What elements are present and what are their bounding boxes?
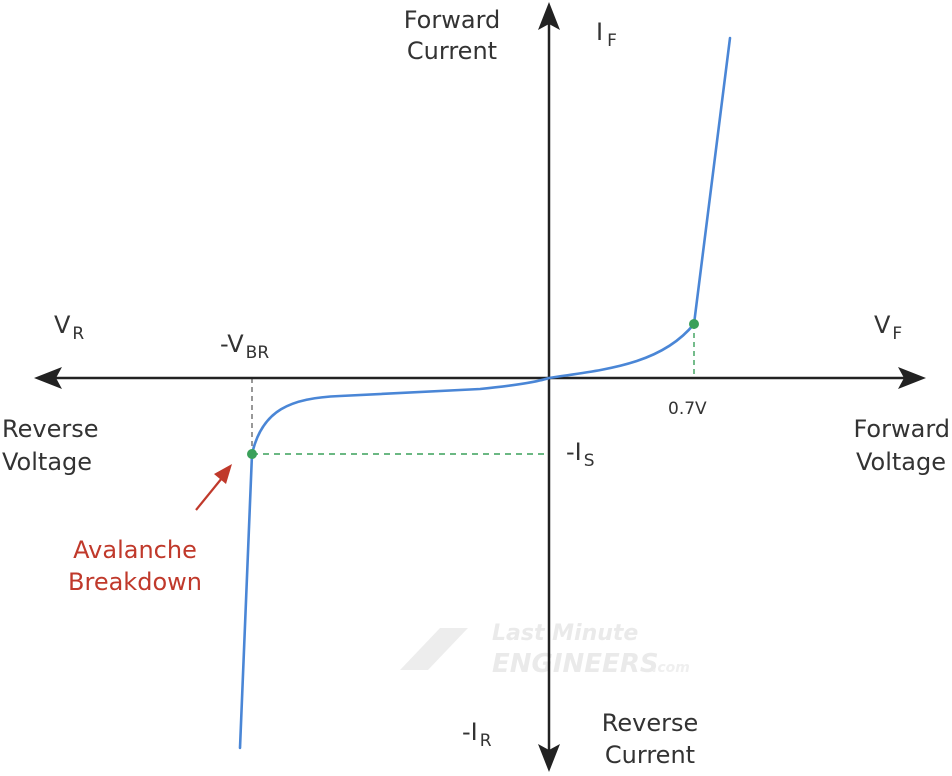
vr-label-main: V	[54, 311, 71, 339]
breakdown-point-marker	[247, 449, 257, 459]
watermark-line1: Last Minute	[492, 621, 638, 646]
avalanche-breakdown-label-line1: Avalanche	[73, 536, 197, 564]
ir-label: -I R	[462, 718, 492, 751]
watermark-suffix: .com	[652, 660, 690, 676]
vf-label-main: V	[874, 311, 891, 339]
if-arrowhead-icon	[538, 2, 560, 30]
forward-current-label-line1: Forward	[404, 6, 501, 34]
knee-voltage-label: 0.7V	[668, 399, 707, 419]
reverse-voltage-label-line2: Voltage	[2, 448, 92, 476]
forward-voltage-label-line1: Forward	[853, 415, 950, 443]
knee-point-marker	[689, 319, 699, 329]
if-label-main: I	[596, 18, 603, 46]
reverse-voltage-label-line1: Reverse	[2, 415, 98, 443]
watermark: Last Minute ENGINEERS .com	[400, 621, 690, 679]
is-label-sub: S	[584, 451, 595, 471]
vbr-label-sub: BR	[246, 343, 270, 363]
reverse-current-label-line1: Reverse	[602, 709, 698, 737]
reverse-current-label-line2: Current	[605, 741, 695, 769]
is-label: -I S	[566, 438, 595, 471]
ir-arrowhead-icon	[538, 744, 560, 772]
vbr-label-main: -V	[220, 330, 244, 358]
vr-label-sub: R	[72, 324, 84, 344]
is-label-main: -I	[566, 438, 582, 466]
vbr-label: -V BR	[220, 330, 269, 363]
ir-label-sub: R	[480, 731, 492, 751]
watermark-logo-icon	[400, 628, 468, 670]
vf-label-sub: F	[892, 324, 902, 344]
vf-arrowhead-icon	[898, 367, 926, 389]
watermark-line2: ENGINEERS	[492, 649, 659, 679]
forward-current-label-line2: Current	[407, 37, 497, 65]
iv-curve	[238, 36, 732, 750]
avalanche-arrowhead-icon	[214, 464, 232, 484]
forward-voltage-label-line2: Voltage	[856, 448, 946, 476]
avalanche-breakdown-label-line2: Breakdown	[68, 568, 202, 596]
vr-arrowhead-icon	[34, 367, 62, 389]
avalanche-arrow-line	[195, 477, 223, 511]
if-label-sub: F	[607, 31, 617, 51]
ir-label-main: -I	[462, 718, 478, 746]
